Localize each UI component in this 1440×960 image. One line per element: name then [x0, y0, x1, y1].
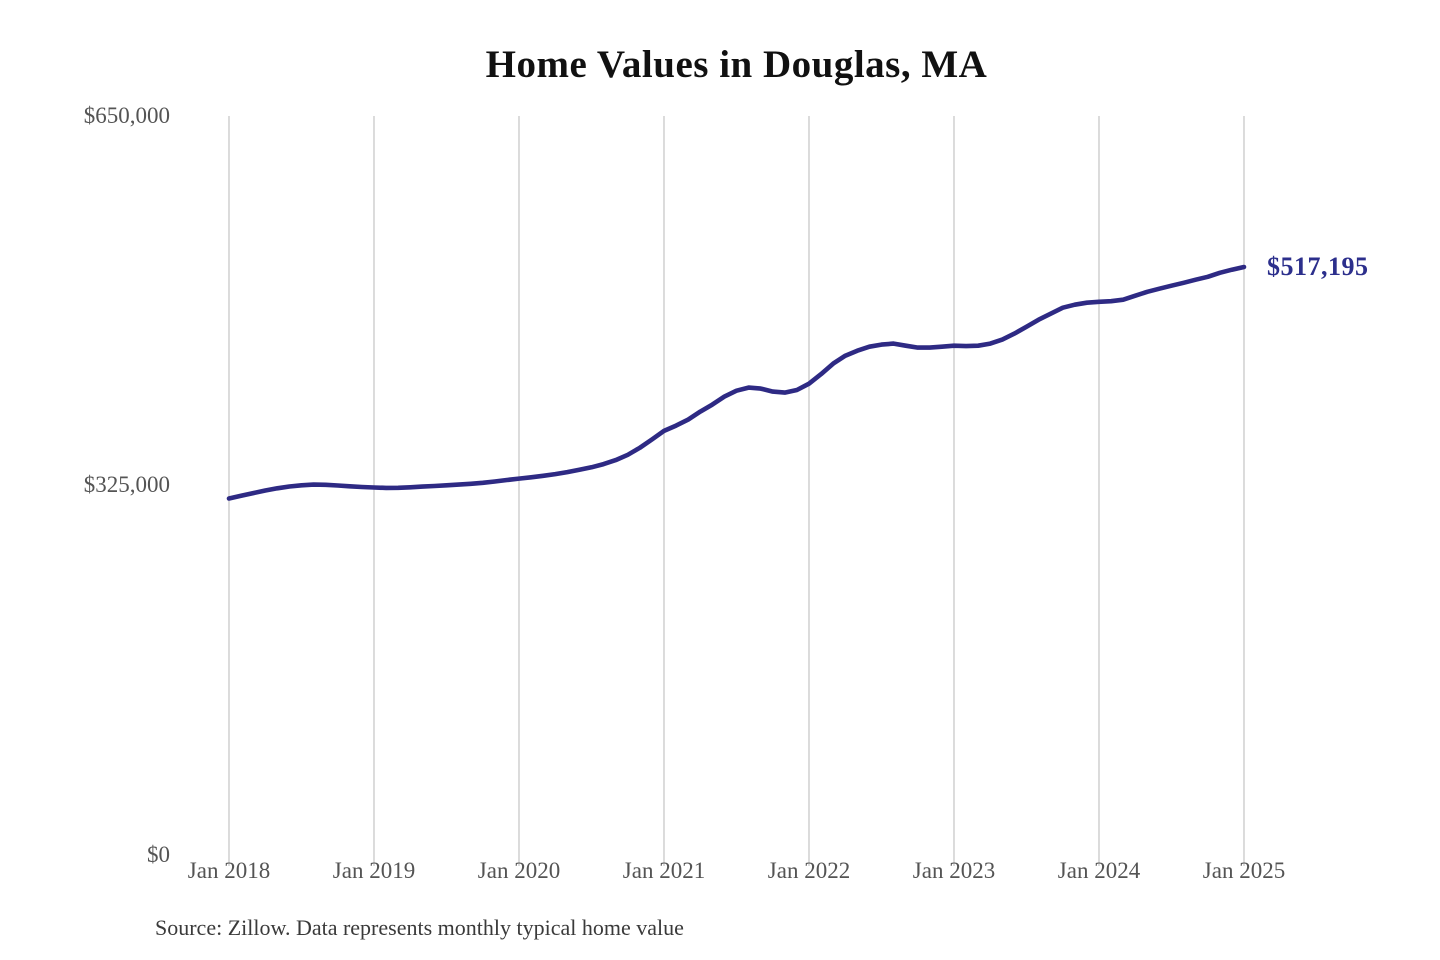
y-axis-tick-325000: $325,000: [83, 472, 170, 497]
y-axis-tick-0: $0: [147, 842, 170, 867]
x-axis-tick-jan-2018: Jan 2018: [187, 858, 271, 883]
x-axis-tick-jan-2022: Jan 2022: [767, 858, 851, 883]
y-axis-tick-650000: $650,000: [83, 103, 170, 128]
latest-value-label: $517,195: [1267, 251, 1369, 281]
x-axis-tick-jan-2025: Jan 2025: [1202, 858, 1286, 883]
source-note: Source: Zillow. Data represents monthly …: [155, 915, 684, 940]
x-axis-tick-jan-2021: Jan 2021: [622, 858, 706, 883]
chart-title: Home Values in Douglas, MA: [485, 43, 988, 86]
x-axis-tick-jan-2024: Jan 2024: [1057, 858, 1141, 883]
x-axis-tick-jan-2023: Jan 2023: [912, 858, 996, 883]
x-axis-tick-jan-2019: Jan 2019: [332, 858, 416, 883]
x-axis-tick-jan-2020: Jan 2020: [477, 858, 561, 883]
home-value-line: [226, 264, 1247, 501]
